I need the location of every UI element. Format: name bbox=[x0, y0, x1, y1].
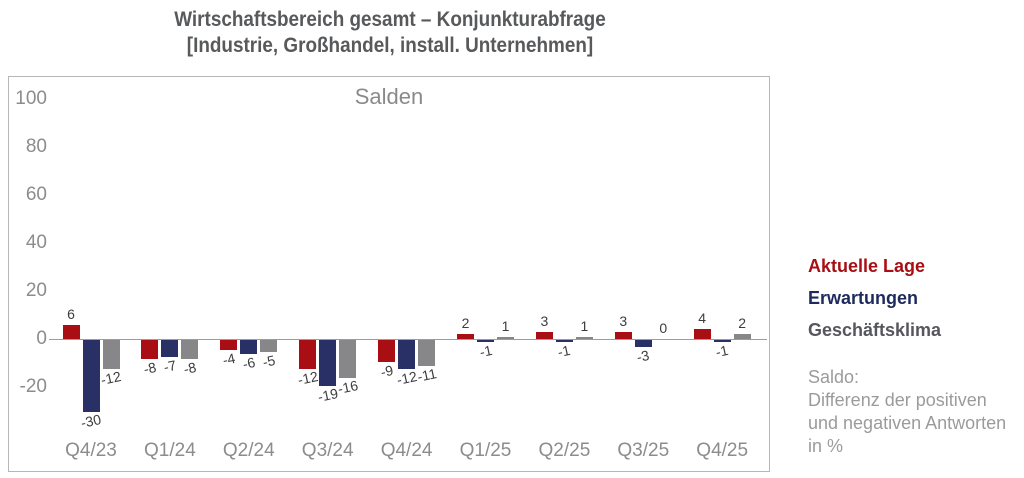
bar-value-label: 2 bbox=[738, 315, 747, 332]
y-tick-label: -20 bbox=[19, 376, 47, 397]
bar-gesch-ftsklima bbox=[497, 336, 514, 339]
x-tick-label: Q4/24 bbox=[380, 440, 433, 461]
chart-title: Wirtschaftsbereich gesamt – Konjunkturab… bbox=[39, 7, 741, 59]
bar-value-label: 1 bbox=[580, 317, 589, 334]
bar-aktuelle-lage bbox=[614, 331, 632, 339]
bar-aktuelle-lage bbox=[141, 340, 159, 360]
bar-value-label: -1 bbox=[714, 342, 730, 361]
bar-erwartungen bbox=[555, 340, 573, 343]
bar-value-label: -1 bbox=[477, 342, 494, 361]
x-tick-label: Q1/24 bbox=[144, 440, 196, 461]
bar-erwartungen bbox=[82, 340, 100, 412]
chart-title-line1: Wirtschaftsbereich gesamt – Konjunkturab… bbox=[174, 8, 606, 31]
bar-value-label: -1 bbox=[556, 342, 573, 361]
bar-value-label: -30 bbox=[79, 411, 103, 431]
bar-gesch-ftsklima bbox=[181, 340, 199, 360]
bar-aktuelle-lage bbox=[299, 340, 317, 369]
legend-item-erwartungen: Erwartungen bbox=[808, 288, 919, 308]
chart-title-line2: [Industrie, Großhandel, install. Unterne… bbox=[186, 34, 594, 57]
x-tick-label: Q4/23 bbox=[65, 440, 117, 461]
bar-erwartungen bbox=[161, 340, 179, 357]
saldo-note-line: in % bbox=[808, 436, 844, 456]
bar-erwartungen bbox=[319, 340, 337, 386]
bar-value-label: 4 bbox=[698, 310, 707, 327]
bar-erwartungen bbox=[477, 340, 494, 343]
plot-inner-title: Salden bbox=[354, 84, 424, 109]
x-tick-label: Q2/24 bbox=[222, 440, 275, 461]
y-tick-label: 0 bbox=[36, 328, 47, 349]
y-tick-label: 40 bbox=[25, 232, 47, 253]
x-tick-label: Q3/25 bbox=[617, 440, 670, 461]
bar-gesch-ftsklima bbox=[102, 340, 120, 369]
saldo-note: Saldo: Differenz der positiven und negat… bbox=[808, 366, 1018, 458]
y-tick-label: 80 bbox=[25, 136, 47, 157]
bar-aktuelle-lage bbox=[457, 334, 474, 339]
x-tick-label: Q1/25 bbox=[459, 440, 512, 461]
bar-erwartungen bbox=[713, 340, 731, 343]
bar-erwartungen bbox=[634, 340, 652, 348]
y-tick-label: 60 bbox=[25, 184, 47, 205]
bar-aktuelle-lage bbox=[62, 324, 80, 339]
bar-gesch-ftsklima bbox=[733, 334, 751, 339]
y-tick-label: 100 bbox=[15, 88, 47, 109]
bar-aktuelle-lage bbox=[220, 340, 238, 350]
bar-aktuelle-lage bbox=[378, 340, 396, 362]
bar-value-label: 3 bbox=[540, 312, 549, 329]
x-tick-label: Q2/25 bbox=[538, 440, 591, 461]
bar-value-label: -3 bbox=[635, 347, 651, 366]
x-tick-label: Q3/24 bbox=[301, 440, 354, 461]
bar-erwartungen bbox=[398, 340, 416, 369]
bar-value-label: 0 bbox=[659, 320, 668, 336]
legend-item-aktuelle-lage: Aktuelle Lage bbox=[808, 256, 926, 276]
bar-gesch-ftsklima bbox=[418, 340, 436, 367]
bar-value-label: 2 bbox=[461, 315, 470, 332]
x-tick-label: Q4/25 bbox=[696, 440, 749, 461]
legend-item-geschaeftsklima: Geschäftsklima bbox=[808, 320, 942, 340]
saldo-note-line: Differenz der positiven bbox=[808, 390, 987, 410]
bar-gesch-ftsklima bbox=[339, 340, 357, 379]
zero-baseline bbox=[49, 339, 767, 340]
plot-area: Salden 100 80 60 40 20 0 -20 Q4/23 6 -30 -12 Q1/24-… bbox=[8, 76, 770, 472]
bar-plot: 100 80 60 40 20 0 -20 Q4/23 6 -30 -12 Q1/24 -8 -7 -8 Q2… bbox=[9, 77, 769, 471]
bar-value-label: 3 bbox=[619, 312, 628, 329]
bar-aktuelle-lage bbox=[693, 329, 711, 339]
saldo-note-line: und negativen Antworten bbox=[808, 413, 1007, 433]
saldo-note-line: Saldo: bbox=[808, 367, 860, 387]
bar-value-label: 6 bbox=[67, 305, 75, 322]
bar-value-label: 1 bbox=[501, 317, 510, 334]
legend: Aktuelle Lage Erwartungen Geschäftsklima… bbox=[808, 256, 1018, 458]
bar-gesch-ftsklima bbox=[260, 340, 278, 352]
y-tick-label: 20 bbox=[25, 280, 47, 301]
bar-erwartungen bbox=[240, 340, 258, 355]
bar-gesch-ftsklima bbox=[575, 336, 593, 339]
bar-aktuelle-lage bbox=[535, 331, 553, 339]
